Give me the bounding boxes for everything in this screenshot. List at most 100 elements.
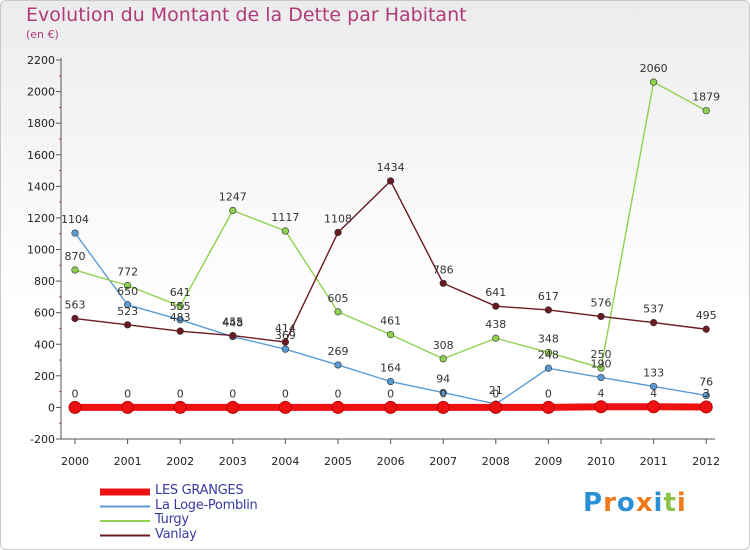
data-label: 555 <box>170 300 191 313</box>
legend-label: Turgy <box>155 512 189 527</box>
y-tick-label: -200 <box>30 433 55 446</box>
data-point <box>71 229 79 237</box>
data-point <box>229 331 237 340</box>
y-tick-label: 2200 <box>27 54 55 67</box>
data-label: 94 <box>436 373 450 386</box>
data-point <box>123 321 132 329</box>
data-label: 438 <box>485 318 506 331</box>
data-label: 0 <box>545 387 552 400</box>
data-point <box>281 338 290 346</box>
data-point <box>649 319 658 327</box>
y-tick-label: 600 <box>34 307 55 320</box>
data-label: 0 <box>72 387 79 400</box>
data-point <box>492 334 500 342</box>
data-point <box>597 373 605 382</box>
data-label: 3 <box>703 387 710 400</box>
data-point <box>334 308 342 316</box>
legend-label: LES GRANGES <box>155 483 244 498</box>
y-tick-label: 1400 <box>27 180 55 193</box>
data-point <box>387 377 395 386</box>
data-label: 414 <box>275 322 296 335</box>
data-label: 523 <box>117 305 138 318</box>
x-tick-label: 2002 <box>166 455 194 468</box>
data-label: 0 <box>335 387 342 400</box>
data-label: 448 <box>222 317 243 330</box>
data-point <box>123 281 132 290</box>
data-point <box>384 400 398 414</box>
data-label: 1108 <box>324 212 352 225</box>
data-label: 617 <box>538 290 559 303</box>
x-tick-label: 2006 <box>377 455 405 468</box>
data-label: 641 <box>485 286 506 299</box>
data-point <box>226 400 240 414</box>
data-label: 164 <box>380 362 401 375</box>
data-label: 576 <box>591 296 612 309</box>
data-point <box>702 325 710 333</box>
data-label: 0 <box>177 387 184 400</box>
data-label: 0 <box>229 387 236 400</box>
x-tick-label: 2007 <box>429 455 457 468</box>
data-point <box>541 400 555 414</box>
data-point <box>544 306 553 314</box>
data-label: 650 <box>117 285 138 298</box>
data-label: 0 <box>440 387 447 400</box>
y-tick-label: 200 <box>34 370 55 383</box>
data-point <box>121 400 135 414</box>
data-point <box>702 391 710 400</box>
y-tick-label: 2000 <box>27 86 55 99</box>
data-label: 190 <box>591 357 612 370</box>
x-tick-label: 2000 <box>61 455 89 468</box>
x-tick-label: 2011 <box>640 455 668 468</box>
data-label: 772 <box>117 266 138 279</box>
data-point <box>334 361 342 369</box>
x-tick-label: 2001 <box>114 455 142 468</box>
legend-label: Vanlay <box>155 526 197 542</box>
chart-subtitle: (en €) <box>26 28 59 41</box>
data-label: 641 <box>170 286 191 299</box>
data-point <box>176 327 184 335</box>
data-point <box>489 400 503 414</box>
data-label: 269 <box>328 345 349 358</box>
data-label: 1879 <box>692 91 720 104</box>
data-point <box>439 388 447 397</box>
chart-title: Evolution du Montant de la Dette par Hab… <box>26 4 467 26</box>
x-tick-label: 2003 <box>219 455 247 468</box>
data-point <box>173 400 187 414</box>
data-label: 1434 <box>377 161 405 174</box>
x-tick-label: 2010 <box>587 455 615 468</box>
data-label: 21 <box>489 384 503 397</box>
data-point <box>439 279 447 287</box>
data-point <box>331 400 345 414</box>
data-point <box>334 228 342 237</box>
data-point <box>71 266 79 274</box>
data-point <box>176 302 184 310</box>
data-label: 870 <box>65 250 86 263</box>
data-label: 348 <box>538 332 559 345</box>
y-tick-label: 800 <box>34 275 55 288</box>
data-point <box>387 177 395 185</box>
data-label: 495 <box>696 309 717 322</box>
data-point <box>123 301 132 309</box>
data-label: 461 <box>380 315 401 328</box>
data-point <box>387 331 395 339</box>
data-point <box>229 206 237 215</box>
x-tick-label: 2004 <box>271 455 299 468</box>
data-point <box>594 400 608 414</box>
data-point <box>68 400 82 414</box>
data-label: 605 <box>328 292 349 305</box>
data-label: 4 <box>598 387 605 400</box>
data-point <box>436 400 450 414</box>
data-label: 0 <box>387 387 394 400</box>
data-point <box>281 345 290 353</box>
data-point <box>699 400 713 414</box>
data-point <box>439 355 447 363</box>
data-point <box>544 348 553 357</box>
data-label: 0 <box>282 387 289 400</box>
x-tick-label: 2012 <box>692 455 720 468</box>
x-tick-label: 2005 <box>324 455 352 468</box>
data-label: 1247 <box>219 190 247 203</box>
data-label: 1104 <box>61 213 89 226</box>
data-label: 483 <box>170 311 191 324</box>
data-point <box>492 302 500 310</box>
